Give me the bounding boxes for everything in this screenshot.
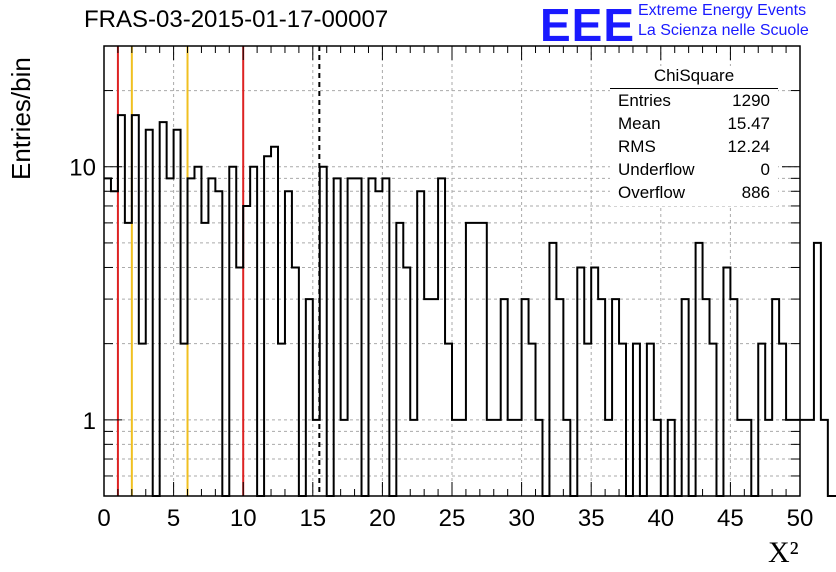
stats-value: 1290: [732, 91, 770, 110]
stats-label: Overflow: [618, 183, 686, 202]
stats-label: Entries: [618, 91, 671, 110]
stats-value: 886: [741, 183, 770, 202]
reference-lines: [116, 46, 321, 496]
logo-line-2: La Scienza nelle Scuole: [638, 22, 809, 39]
x-axis-label: X²: [768, 536, 799, 569]
stats-value: 12.24: [727, 137, 770, 156]
histogram-series: [104, 114, 836, 497]
eee-logo: EEE: [540, 0, 636, 51]
x-tick-label: 5: [167, 505, 180, 532]
stats-row-overflow: Overflow 886: [610, 183, 778, 206]
axis-tick-labels: 0 5 10 15 20 25 30 35 40 45 50 1 10: [69, 155, 813, 532]
stats-row-mean: Mean 15.47: [610, 114, 778, 137]
stats-title: ChiSquare: [610, 66, 778, 89]
y-axis-label: Entries/bin: [6, 57, 36, 180]
stats-value: 0: [760, 160, 770, 179]
y-tick-label: 10: [69, 155, 96, 182]
stats-row-rms: RMS 12.24: [610, 137, 778, 160]
stats-row-entries: Entries 1290: [610, 91, 778, 114]
x-tick-label: 45: [717, 505, 744, 532]
x-tick-label: 35: [578, 505, 605, 532]
x-tick-label: 25: [439, 505, 466, 532]
stats-label: Underflow: [618, 160, 695, 179]
stats-box: ChiSquare Entries 1290 Mean 15.47 RMS 12…: [610, 66, 778, 206]
chart-title: FRAS-03-2015-01-17-00007: [84, 6, 389, 33]
x-tick-label: 20: [369, 505, 396, 532]
stats-value: 15.47: [727, 114, 770, 133]
stats-label: Mean: [618, 114, 661, 133]
x-tick-label: 40: [647, 505, 674, 532]
axis-ticks: [103, 45, 801, 497]
x-tick-label: 0: [97, 505, 110, 532]
x-tick-label: 30: [508, 505, 535, 532]
x-tick-label: 15: [299, 505, 326, 532]
stats-row-underflow: Underflow 0: [610, 160, 778, 183]
x-tick-label: 50: [787, 505, 814, 532]
stats-label: RMS: [618, 137, 656, 156]
x-tick-label: 10: [230, 505, 257, 532]
y-tick-label: 1: [83, 408, 96, 435]
logo-line-1: Extreme Energy Events: [638, 2, 807, 19]
